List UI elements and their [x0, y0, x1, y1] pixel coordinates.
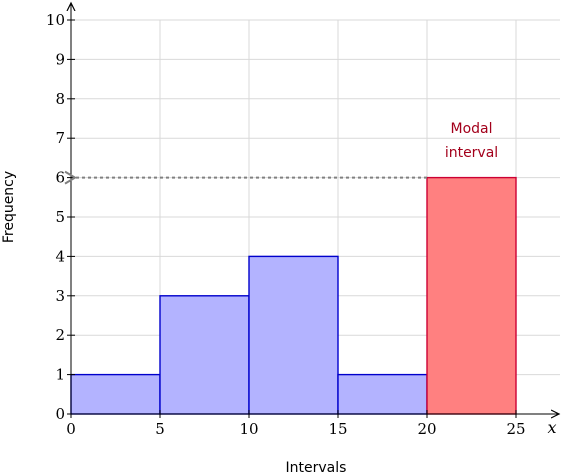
- x-axis-symbol: x: [547, 418, 556, 437]
- y-tick-label: 4: [55, 247, 65, 265]
- y-axis-title: Frequency: [1, 171, 17, 243]
- bar-0-5: [70, 373, 161, 415]
- annotation-line: Modal: [451, 121, 493, 137]
- x-axis-title: Intervals: [286, 460, 347, 475]
- y-tick-label: 0: [55, 405, 65, 423]
- bar-15-20: [337, 373, 428, 415]
- bar-modal-interval: [426, 176, 517, 415]
- x-tick-label: 10: [239, 420, 258, 438]
- y-tick-label: 6: [55, 169, 65, 187]
- y-tick-label: 9: [55, 50, 65, 68]
- x-tick-label: 15: [328, 420, 347, 438]
- y-tick-label: 2: [55, 326, 65, 344]
- bar-5-10: [159, 295, 250, 415]
- modal-annotation: Modal interval: [64, 121, 498, 185]
- y-tick-label: 8: [55, 90, 65, 108]
- x-tick-label: 5: [155, 420, 165, 438]
- y-tick-label: 5: [55, 208, 65, 226]
- y-tick-label: 10: [46, 11, 65, 29]
- x-tick-label: 20: [417, 420, 436, 438]
- y-tick-labels: 0 1 2 3 4 5 6 7 8 9 10: [46, 11, 65, 423]
- axes: [67, 3, 559, 418]
- y-tick-label: 1: [55, 366, 65, 384]
- annotation-line: interval: [445, 145, 498, 161]
- bar-10-15: [248, 255, 339, 415]
- x-tick-labels: 0 5 10 15 20 25: [66, 420, 525, 438]
- histogram-bars: [70, 176, 517, 415]
- x-tick-label: 25: [506, 420, 525, 438]
- x-tick-label: 0: [66, 420, 76, 438]
- y-tick-label: 7: [55, 129, 65, 147]
- y-tick-label: 3: [55, 287, 65, 305]
